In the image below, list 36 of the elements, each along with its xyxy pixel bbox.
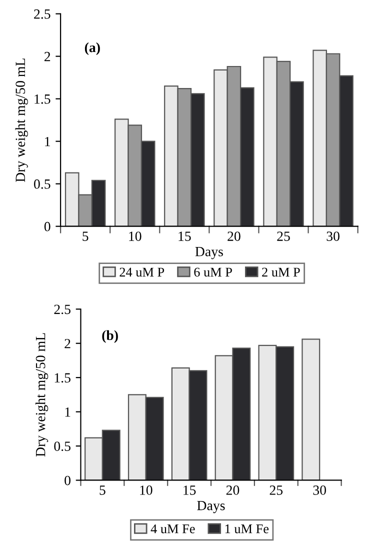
y-tick-label: 1 — [65, 407, 70, 417]
x-tick-label: 15 — [178, 232, 191, 241]
legend-label: 4 uM Fe — [150, 524, 195, 534]
y-tick-label: 1.5 — [34, 94, 50, 104]
annotation: (a) — [84, 42, 100, 56]
x-tick-label: 5 — [82, 232, 88, 241]
legend-label: 2 uM P — [262, 268, 300, 277]
y-tick-label: 2.5 — [54, 304, 70, 314]
x-tick-label: 20 — [226, 486, 240, 495]
x-tick-label: 10 — [140, 486, 152, 495]
y-tick-label: 0 — [44, 222, 50, 232]
x-tick-label: 20 — [228, 232, 240, 241]
x-tick-label: 15 — [184, 486, 196, 495]
x-tick-label: 25 — [277, 232, 290, 241]
y-tick-label: 1.5 — [54, 373, 70, 383]
y-tick-label: 0.5 — [54, 442, 70, 452]
x-tick-label: 30 — [326, 232, 340, 241]
y-tick-label: 2 — [64, 338, 70, 348]
legend-label: 24 uM P — [120, 268, 164, 277]
y-axis-title: Dry weight mg/50 mL — [15, 58, 28, 182]
annotation: (b) — [102, 330, 118, 343]
x-tick-label: 30 — [313, 486, 326, 495]
y-tick-label: 1 — [45, 136, 50, 146]
legend-label: 1 uM Fe — [225, 524, 269, 534]
y-tick-label: 2 — [44, 52, 50, 62]
x-tick-label: 10 — [129, 232, 142, 241]
legend-label: 6 uM P — [194, 268, 232, 277]
x-tick-label: 5 — [100, 486, 106, 495]
x-tick-label: 25 — [270, 486, 283, 495]
x-axis-title: Days — [197, 500, 225, 514]
x-axis-title: Days — [195, 247, 223, 260]
bar — [302, 338, 320, 480]
y-tick-label: 0 — [64, 476, 70, 486]
y-tick-label: 2.5 — [34, 9, 50, 19]
y-axis-title: Dry weight mg/50 mL — [35, 333, 48, 457]
y-tick-label: 0.5 — [34, 179, 50, 189]
